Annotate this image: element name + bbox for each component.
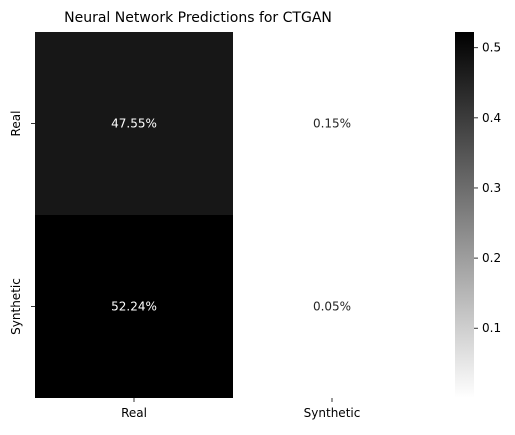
heatmap-cells: 47.55% 0.15% 52.24% 0.05% [35, 32, 431, 398]
x-tick-label: Synthetic [304, 406, 361, 420]
y-tick-label: Real [9, 111, 23, 137]
cell-annotation: 47.55% [111, 117, 157, 131]
colorbar: 0.1 0.2 0.3 0.4 0.5 [455, 32, 501, 398]
colorbar-tick-label: 0.1 [482, 321, 501, 335]
y-axis: Real Synthetic [9, 111, 35, 335]
cell-annotation: 0.15% [313, 117, 351, 131]
chart-title: Neural Network Predictions for CTGAN [64, 10, 332, 26]
colorbar-tick-label: 0.2 [482, 251, 501, 265]
x-axis: Real Synthetic [121, 398, 360, 420]
heatmap-cell [35, 215, 233, 398]
y-tick-label: Synthetic [9, 278, 23, 335]
colorbar-tick-label: 0.5 [482, 41, 501, 55]
heatmap-cell [233, 32, 431, 215]
cell-annotation: 52.24% [111, 300, 157, 314]
colorbar-gradient [455, 32, 474, 398]
x-tick-label: Real [121, 406, 147, 420]
colorbar-tick-label: 0.3 [482, 181, 501, 195]
heatmap-cell [233, 215, 431, 398]
colorbar-tick-label: 0.4 [482, 111, 501, 125]
heatmap-cell [35, 32, 233, 215]
cell-annotation: 0.05% [313, 300, 351, 314]
